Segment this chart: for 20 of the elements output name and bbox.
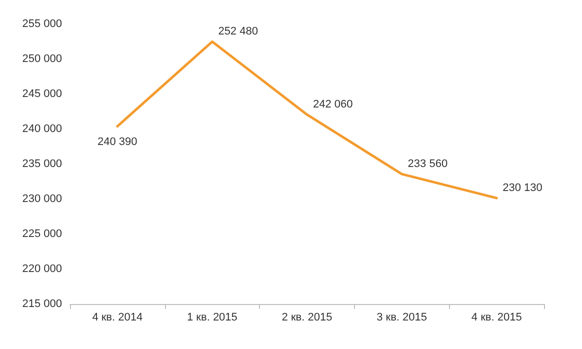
x-tick-label: 3 кв. 2015 bbox=[376, 312, 428, 324]
y-tick-label: 215 000 bbox=[22, 298, 62, 310]
data-label: 233 560 bbox=[408, 158, 448, 170]
data-label: 252 480 bbox=[218, 26, 258, 38]
x-tick-label: 4 кв. 2014 bbox=[92, 312, 143, 324]
y-tick-label: 230 000 bbox=[22, 193, 62, 205]
y-tick-label: 220 000 bbox=[22, 263, 62, 275]
data-label: 240 390 bbox=[98, 136, 138, 148]
y-tick-label: 225 000 bbox=[22, 228, 62, 240]
y-tick-label: 240 000 bbox=[22, 123, 62, 135]
x-tick-label: 1 кв. 2015 bbox=[186, 312, 238, 324]
x-tick-label: 4 кв. 2015 bbox=[471, 312, 522, 324]
data-label: 230 130 bbox=[502, 182, 542, 194]
y-tick-label: 255 000 bbox=[22, 18, 62, 30]
y-tick-label: 245 000 bbox=[22, 88, 62, 100]
data-label: 242 060 bbox=[313, 98, 353, 111]
y-tick-label: 235 000 bbox=[22, 158, 62, 170]
line-series bbox=[116, 40, 498, 200]
x-tick-label: 2 кв. 2015 bbox=[282, 312, 332, 324]
y-tick-label: 250 000 bbox=[22, 53, 62, 65]
